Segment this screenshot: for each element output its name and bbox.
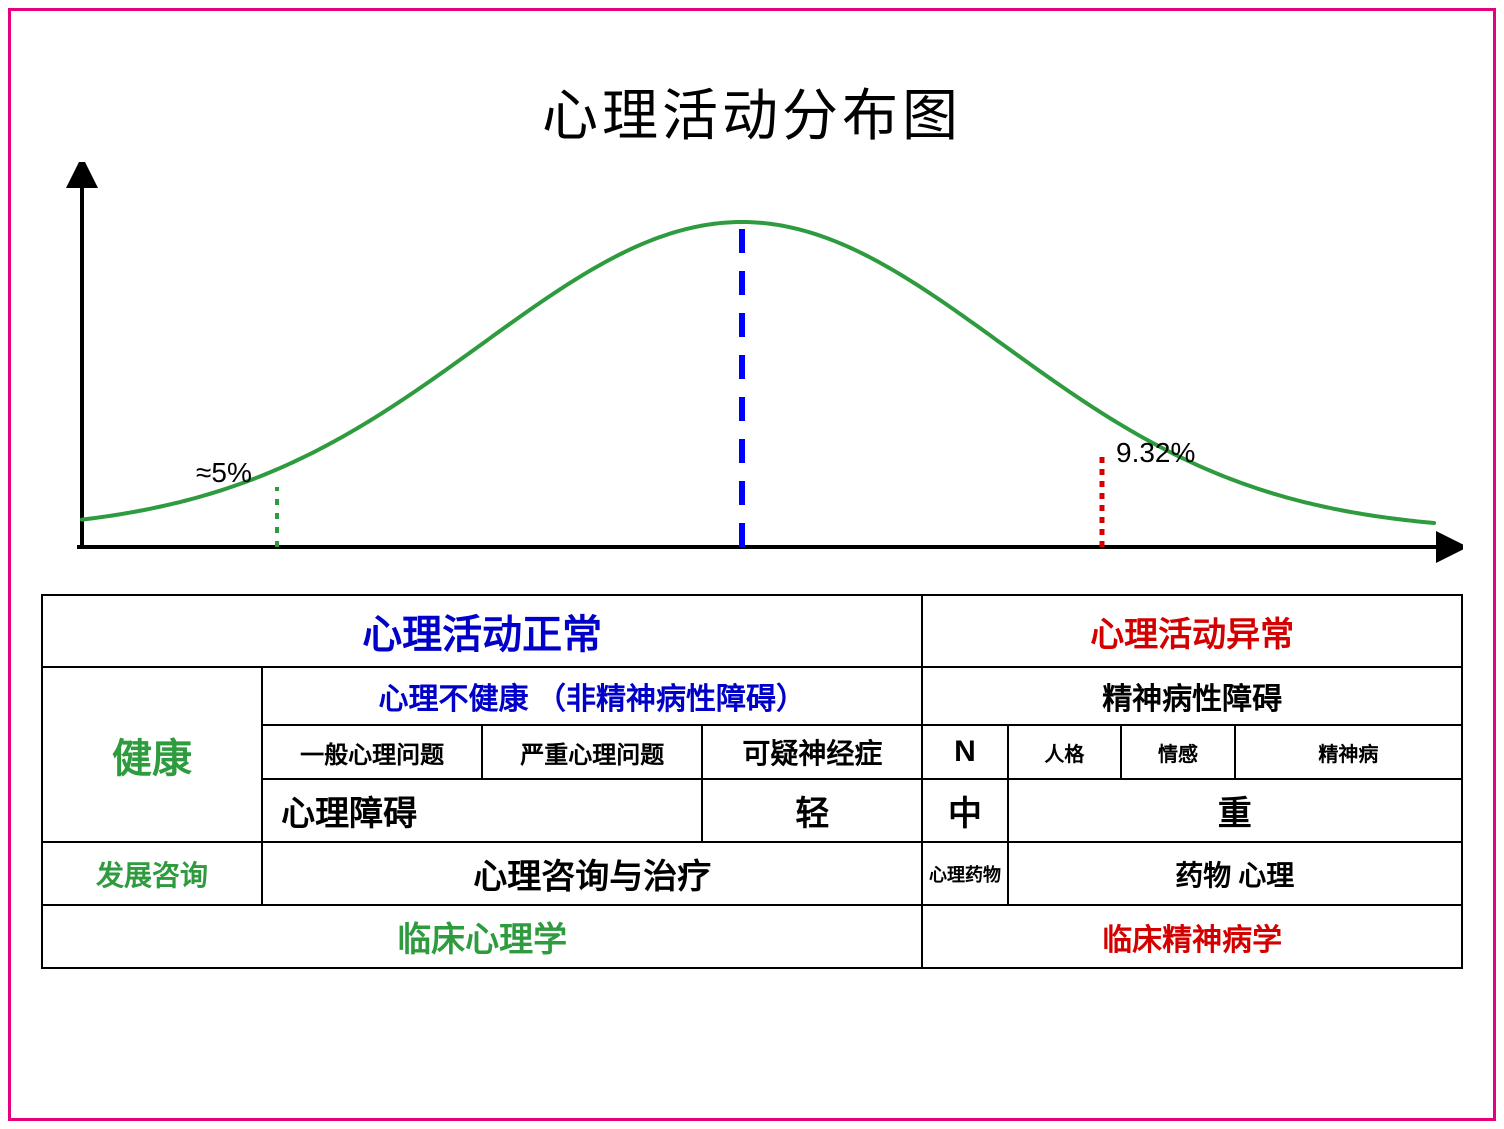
- cell-disorder: 心理障碍: [262, 779, 702, 842]
- table-row: 发展咨询 心理咨询与治疗 心理药物 药物 心理: [42, 842, 1462, 905]
- cell-suspect: 可疑神经症: [702, 725, 922, 779]
- chart-annotation: 9.32%: [1116, 437, 1195, 469]
- classification-table: 心理活动正常 心理活动异常 健康 心理不健康 （非精神病性障碍） 精神病性障碍 …: [41, 594, 1463, 969]
- cell-abnormal: 心理活动异常: [922, 595, 1462, 667]
- chart-annotation: ≈5%: [196, 457, 252, 489]
- cell-severe: 严重心理问题: [482, 725, 702, 779]
- bell-curve-svg: [41, 162, 1463, 582]
- cell-mid: 中: [922, 779, 1007, 842]
- cell-psychosis: 精神病: [1235, 725, 1462, 779]
- table-row: 健康 心理不健康 （非精神病性障碍） 精神病性障碍: [42, 667, 1462, 725]
- cell-n: N: [922, 725, 1007, 779]
- cell-light: 轻: [702, 779, 922, 842]
- cell-mood: 情感: [1121, 725, 1235, 779]
- distribution-chart: ≈5% 9.32%: [41, 162, 1463, 582]
- slide-frame: 心理活动分布图 ≈5% 9.32% 心理活动正常 心理活动异常: [8, 8, 1496, 1121]
- cell-psychotic: 精神病性障碍: [922, 667, 1462, 725]
- cell-unhealthy: 心理不健康 （非精神病性障碍）: [262, 667, 922, 725]
- cell-clinical-psy: 临床心理学: [42, 905, 922, 968]
- cell-counsel: 心理咨询与治疗: [262, 842, 922, 905]
- table-row: 心理活动正常 心理活动异常: [42, 595, 1462, 667]
- cell-drugpsy: 药物 心理: [1008, 842, 1462, 905]
- cell-clinical-psychiatry: 临床精神病学: [922, 905, 1462, 968]
- cell-normal: 心理活动正常: [42, 595, 922, 667]
- cell-psydrug: 心理药物: [922, 842, 1007, 905]
- cell-dev: 发展咨询: [42, 842, 262, 905]
- slide-title: 心理活动分布图: [41, 71, 1463, 152]
- cell-heavy: 重: [1008, 779, 1462, 842]
- cell-general: 一般心理问题: [262, 725, 482, 779]
- cell-personality: 人格: [1008, 725, 1122, 779]
- slide-content: 心理活动分布图 ≈5% 9.32% 心理活动正常 心理活动异常: [41, 31, 1463, 1098]
- table-row: 临床心理学 临床精神病学: [42, 905, 1462, 968]
- cell-healthy: 健康: [42, 667, 262, 842]
